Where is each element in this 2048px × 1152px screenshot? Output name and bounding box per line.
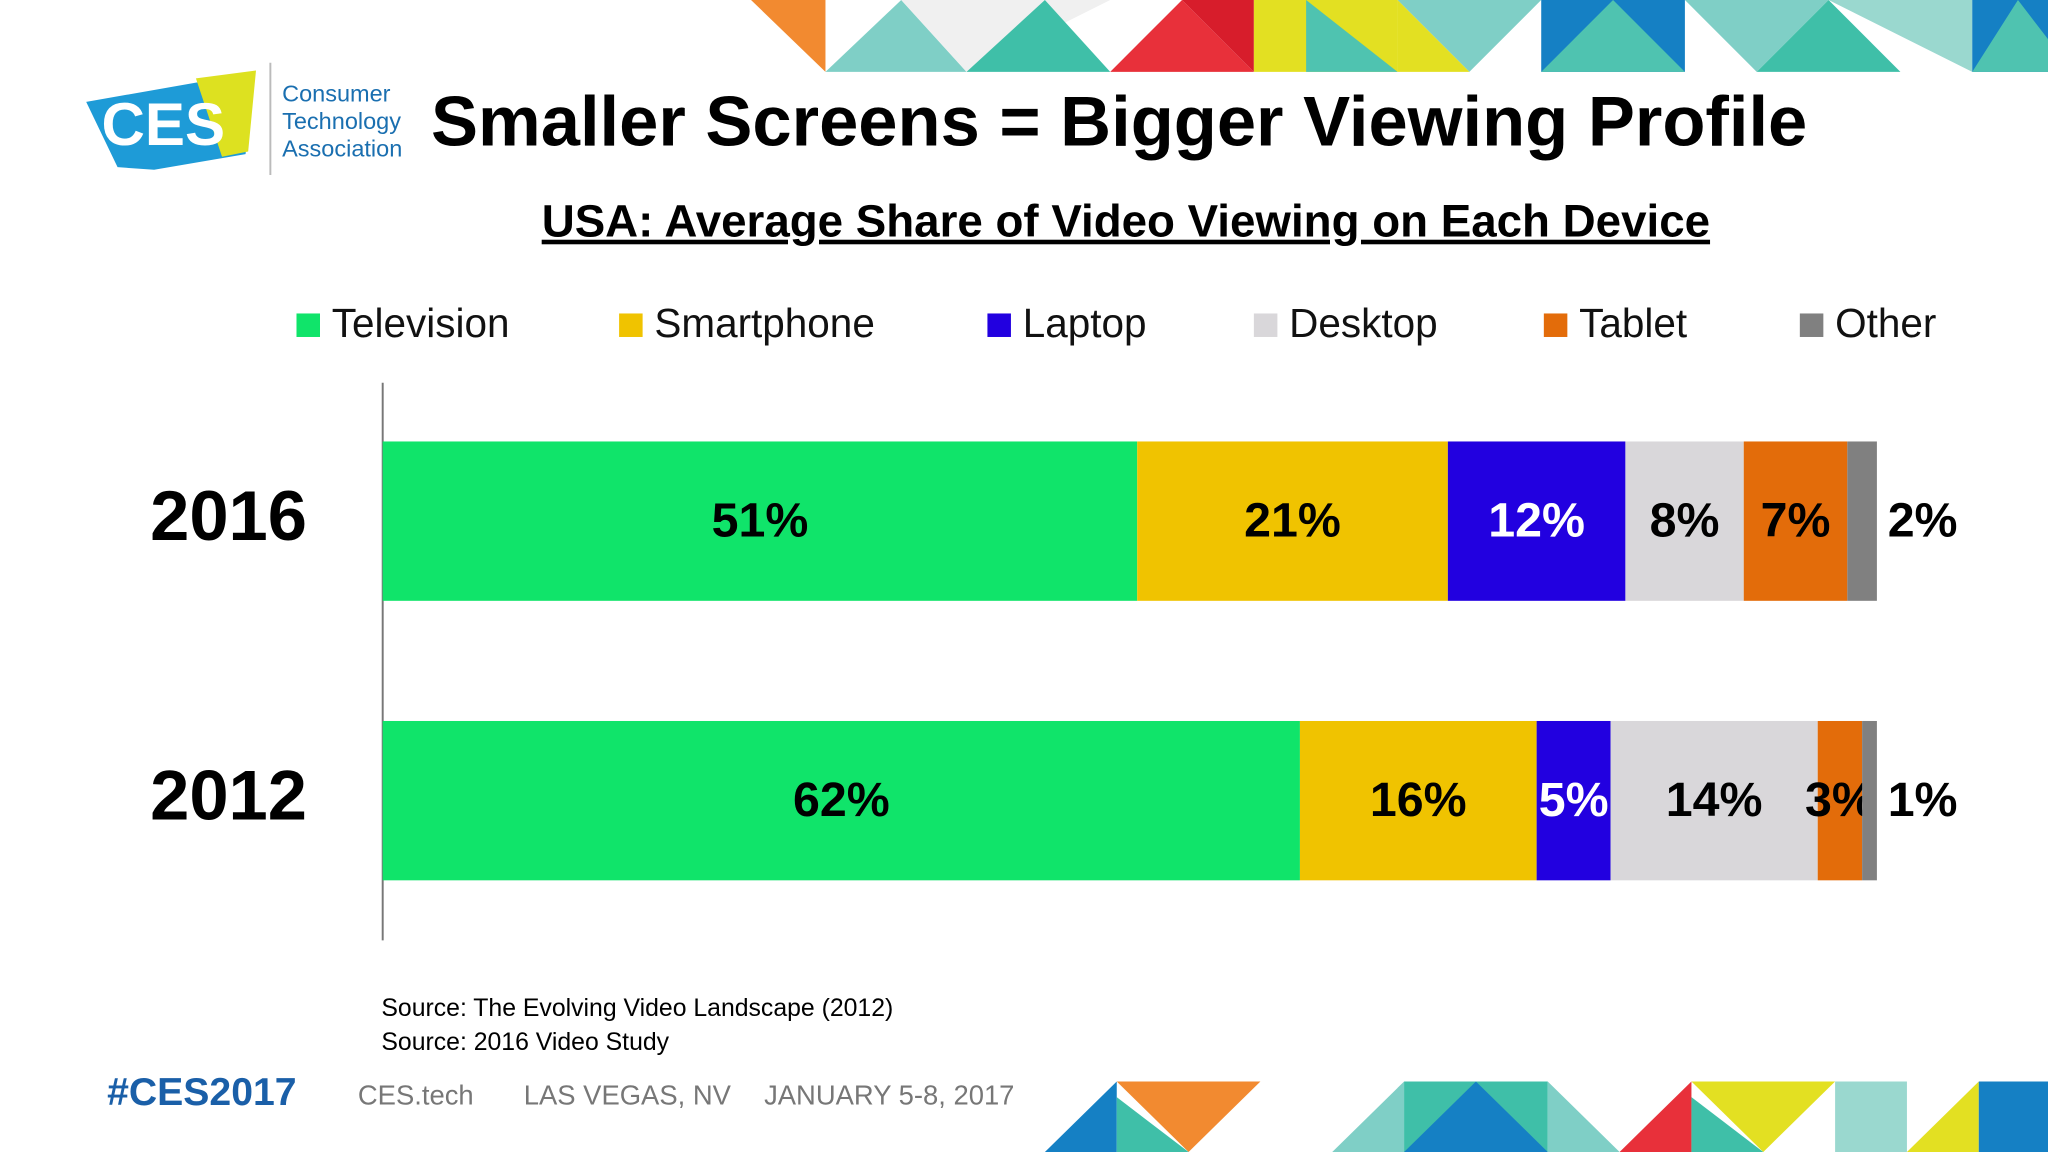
chart-title: Smaller Screens = Bigger Viewing Profile	[431, 81, 1807, 160]
source-note: Source: The Evolving Video Landscape (20…	[381, 995, 893, 1022]
legend-swatch	[1253, 313, 1278, 337]
bar-segment	[382, 441, 1138, 601]
category-label: 2012	[150, 755, 307, 834]
value-label: 5%	[1539, 773, 1609, 827]
value-label: 8%	[1650, 494, 1720, 548]
bar-segment	[1536, 720, 1611, 881]
footer-hashtag: #CES2017	[107, 1071, 296, 1114]
bar-segment	[1299, 720, 1537, 881]
value-label: 12%	[1488, 494, 1585, 548]
legend-label: Laptop	[1023, 300, 1147, 346]
legend-label: Tablet	[1579, 300, 1687, 346]
logo-accent	[195, 70, 256, 157]
bar-segment	[1137, 441, 1448, 601]
legend-label: Smartphone	[654, 300, 874, 346]
value-label: 1%	[1888, 773, 1958, 827]
value-label: 21%	[1244, 494, 1341, 548]
org-line: Consumer	[282, 81, 391, 107]
legend-swatch	[619, 313, 643, 337]
legend-label: Desktop	[1289, 300, 1437, 346]
bar-segment	[1447, 441, 1626, 601]
bar-segment	[1847, 441, 1877, 601]
bar-segment	[1625, 441, 1744, 601]
value-label: 14%	[1666, 773, 1763, 827]
org-line: Technology	[282, 108, 401, 134]
value-label: 62%	[793, 773, 890, 827]
bar-segment	[1862, 720, 1877, 881]
category-label: 2016	[150, 476, 307, 555]
bar-segment	[1610, 720, 1818, 881]
bar-segment	[1817, 720, 1863, 881]
legend-swatch	[987, 313, 1011, 337]
footer-item: LAS VEGAS, NV	[524, 1079, 732, 1110]
footer-item: JANUARY 5-8, 2017	[764, 1079, 1014, 1110]
top-decoration	[751, 0, 2048, 72]
bottom-decoration	[1044, 1081, 2048, 1152]
legend-swatch	[296, 313, 320, 337]
logo-text: CES	[101, 91, 225, 158]
value-label: 2%	[1888, 494, 1958, 548]
bar-segment	[382, 720, 1300, 881]
value-label: 16%	[1370, 773, 1467, 827]
logo: CES Consumer Technology Association	[86, 62, 402, 176]
source-note: Source: 2016 Video Study	[381, 1029, 669, 1056]
value-label: 51%	[712, 494, 809, 548]
org-line: Association	[282, 135, 402, 161]
footer-item: CES.tech	[358, 1079, 474, 1110]
legend-label: Other	[1835, 300, 1936, 346]
legend-label: Television	[332, 300, 510, 346]
chart-subtitle: USA: Average Share of Video Viewing on E…	[542, 196, 1710, 247]
value-label: 7%	[1761, 494, 1831, 548]
bar-segment	[1743, 441, 1848, 601]
legend-swatch	[1543, 313, 1568, 337]
legend-swatch	[1799, 313, 1824, 337]
